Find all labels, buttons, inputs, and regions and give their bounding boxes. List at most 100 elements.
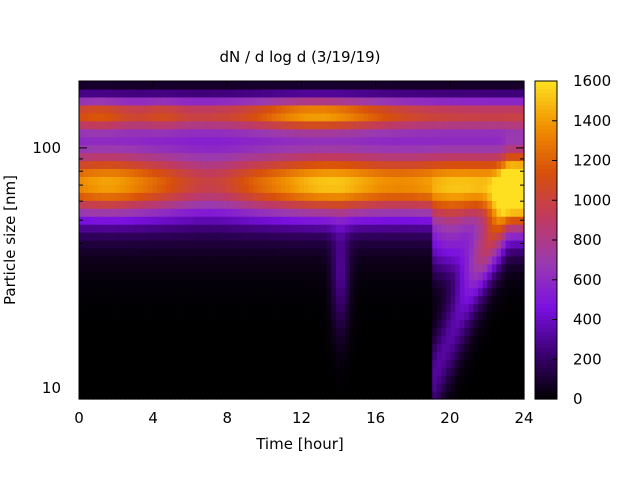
heatmap-cell — [111, 176, 117, 185]
heatmap-cell — [400, 192, 406, 201]
heatmap-cell — [161, 247, 167, 257]
heatmap-cell — [225, 255, 231, 265]
heatmap-cell — [436, 200, 443, 209]
heatmap-cell — [207, 136, 213, 146]
heatmap-cell — [267, 303, 273, 313]
heatmap-cell — [446, 311, 452, 321]
heatmap-cell — [519, 120, 525, 130]
heatmap-cell — [207, 319, 213, 329]
heatmap-cell — [312, 351, 319, 360]
heatmap-cell — [189, 383, 195, 392]
heatmap-cell — [368, 303, 374, 313]
heatmap-cell — [143, 343, 149, 352]
heatmap-cell — [170, 343, 176, 352]
heatmap-cell — [290, 224, 296, 233]
heatmap-cell — [418, 200, 424, 209]
heatmap-cell — [501, 311, 507, 321]
heatmap-cell — [331, 112, 337, 122]
colorbar-tick-label: 0 — [573, 390, 583, 408]
heatmap-cell — [276, 375, 282, 384]
heatmap-cell — [468, 335, 475, 344]
heatmap-cell — [510, 160, 516, 170]
heatmap-cell — [478, 200, 484, 209]
heatmap-cell — [290, 295, 296, 305]
heatmap-cell — [124, 160, 131, 170]
heatmap-cell — [193, 263, 199, 273]
heatmap-cell — [519, 255, 525, 265]
heatmap-cell — [285, 359, 291, 368]
heatmap-cell — [322, 335, 328, 344]
heatmap-cell — [446, 327, 452, 336]
heatmap-cell — [487, 168, 493, 177]
heatmap-cell — [225, 303, 231, 313]
heatmap-cell — [115, 184, 121, 193]
heatmap-cell — [244, 255, 250, 265]
heatmap-cell — [312, 247, 319, 257]
heatmap-cell — [468, 343, 475, 352]
heatmap-cell — [271, 327, 277, 336]
heatmap-cell — [179, 295, 186, 305]
heatmap-cell — [505, 247, 511, 257]
colorbar-segment — [535, 335, 557, 340]
heatmap-cell — [147, 168, 153, 177]
heatmap-cell — [317, 104, 323, 114]
heatmap-cell — [478, 343, 484, 352]
heatmap-cell — [331, 319, 337, 329]
heatmap-cell — [308, 303, 314, 313]
heatmap-cell — [124, 168, 131, 177]
heatmap-cell — [487, 247, 493, 257]
heatmap-cell — [464, 152, 470, 162]
heatmap-cell — [308, 152, 314, 162]
heatmap-cell — [386, 375, 392, 384]
heatmap-cell — [363, 391, 369, 400]
heatmap-cell — [244, 391, 250, 400]
heatmap-cell — [290, 391, 296, 400]
heatmap-cell — [225, 367, 231, 376]
heatmap-cell — [496, 192, 502, 201]
heatmap-cell — [450, 311, 456, 321]
heatmap-cell — [225, 224, 231, 233]
heatmap-cell — [271, 88, 277, 98]
heatmap-cell — [184, 168, 190, 177]
heatmap-cell — [170, 232, 176, 241]
heatmap-cell — [501, 88, 507, 98]
heatmap-cell — [161, 160, 167, 170]
heatmap-cell — [317, 208, 323, 217]
heatmap-cell — [349, 208, 355, 217]
heatmap-cell — [129, 303, 135, 313]
heatmap-cell — [170, 335, 176, 344]
heatmap-cell — [239, 319, 245, 329]
heatmap-cell — [322, 224, 328, 233]
heatmap-cell — [345, 112, 351, 122]
heatmap-cell — [234, 240, 241, 249]
heatmap-cell — [386, 104, 392, 114]
heatmap-cell — [92, 279, 98, 289]
heatmap-cell — [262, 136, 268, 146]
heatmap-cell — [478, 232, 484, 241]
heatmap-cell — [510, 224, 516, 233]
heatmap-cell — [189, 232, 195, 241]
heatmap-cell — [92, 112, 98, 122]
heatmap-cell — [468, 120, 475, 130]
heatmap-cell — [487, 81, 493, 90]
heatmap-cell — [216, 295, 222, 305]
heatmap-cell — [496, 96, 502, 106]
heatmap-cell — [111, 247, 117, 257]
heatmap-cell — [473, 208, 479, 217]
heatmap-cell — [459, 208, 465, 217]
heatmap-cell — [496, 224, 502, 233]
heatmap-cell — [189, 343, 195, 352]
heatmap-cell — [464, 391, 470, 400]
heatmap-cell — [175, 375, 181, 384]
heatmap-cell — [290, 383, 296, 392]
heatmap-cell — [312, 208, 319, 217]
heatmap-cell — [354, 200, 360, 209]
heatmap-cell — [280, 168, 287, 177]
heatmap-cell — [427, 192, 433, 201]
heatmap-cell — [294, 287, 300, 297]
heatmap-cell — [363, 327, 369, 336]
heatmap-cell — [326, 271, 332, 281]
heatmap-cell — [404, 192, 410, 201]
heatmap-cell — [202, 375, 209, 384]
heatmap-cell — [349, 176, 355, 185]
